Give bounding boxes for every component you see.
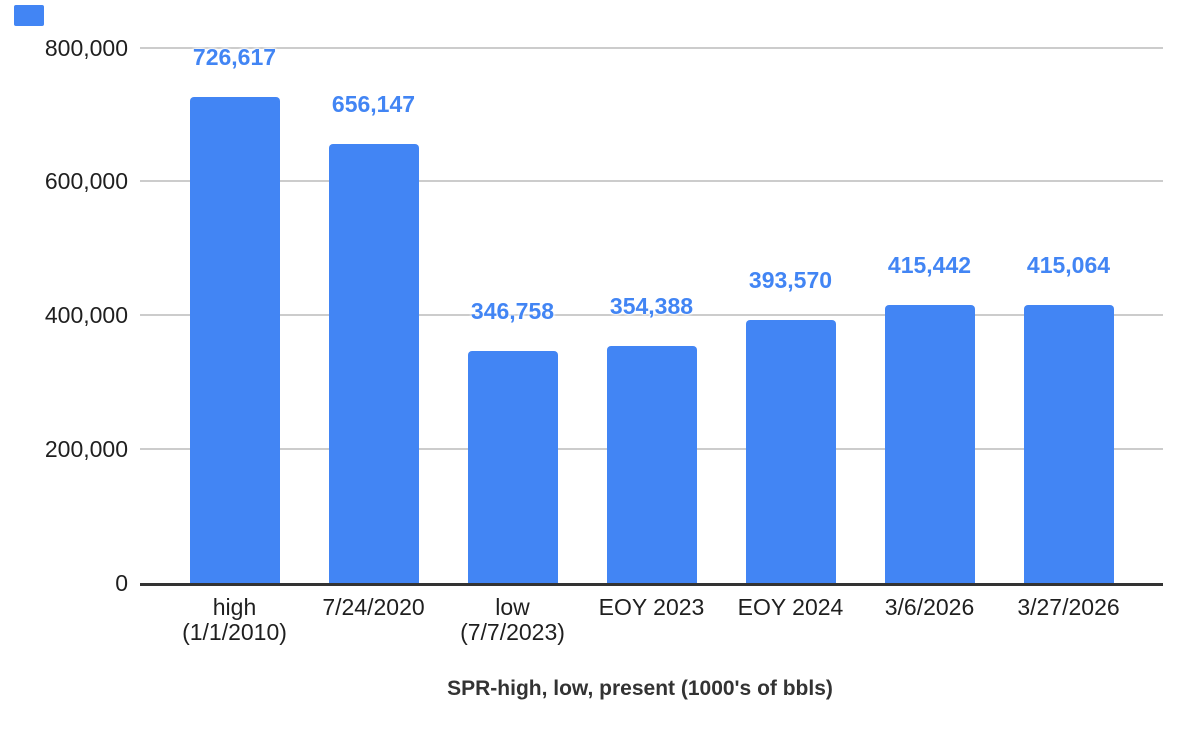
x-axis-tick-label: high (1/1/2010): [135, 595, 335, 645]
bar: [467, 350, 558, 583]
x-axis-tick-label: low (7/7/2023): [413, 595, 613, 645]
y-axis-tick-label: 600,000: [44, 168, 128, 195]
bar-value-label: 726,617: [192, 43, 277, 70]
bar: [189, 96, 280, 583]
y-axis-tick-label: 800,000: [44, 34, 128, 61]
x-axis-tick-line: low: [495, 594, 530, 620]
x-axis-tick-label: 7/24/2020: [274, 595, 474, 620]
x-axis-tick-label: 3/27/2026: [969, 595, 1169, 620]
x-axis-line: [140, 583, 1163, 586]
x-axis-tick-line: (7/7/2023): [460, 619, 565, 645]
x-axis-tick-label: EOY 2024: [691, 595, 891, 620]
x-axis-tick-line: EOY 2024: [737, 594, 844, 620]
series-color-chip: [14, 5, 44, 26]
gridline: [140, 180, 1163, 183]
bar-value-label: 393,570: [748, 266, 833, 293]
bar-value-label: 346,758: [470, 297, 555, 324]
chart-title: SPR-high, low, present (1000's of bbls): [447, 677, 833, 700]
gridline: [140, 46, 1163, 49]
bar-value-label: 415,442: [887, 251, 972, 278]
bar-value-label: 354,388: [609, 292, 694, 319]
x-axis-tick-line: 3/6/2026: [884, 594, 975, 620]
y-axis-tick-label: 200,000: [44, 436, 128, 463]
bar: [328, 143, 419, 583]
x-axis-tick-label: 3/6/2026: [830, 595, 1030, 620]
x-axis-tick-line: (1/1/2010): [182, 619, 287, 645]
x-axis-tick-line: 7/24/2020: [322, 594, 425, 620]
gridline: [140, 314, 1163, 317]
x-axis-tick-label: EOY 2023: [552, 595, 752, 620]
bar: [745, 319, 836, 583]
x-axis-tick-line: EOY 2023: [598, 594, 705, 620]
x-axis-tick-line: high: [212, 594, 257, 620]
bar-value-label: 656,147: [331, 90, 416, 117]
bar: [606, 345, 697, 583]
bar: [1023, 305, 1114, 583]
x-axis-tick-line: 3/27/2026: [1017, 594, 1120, 620]
y-axis-tick-label: 400,000: [44, 302, 128, 329]
y-axis-tick-label: 0: [115, 570, 128, 596]
bar: [884, 304, 975, 583]
bar-value-label: 415,064: [1026, 252, 1111, 279]
